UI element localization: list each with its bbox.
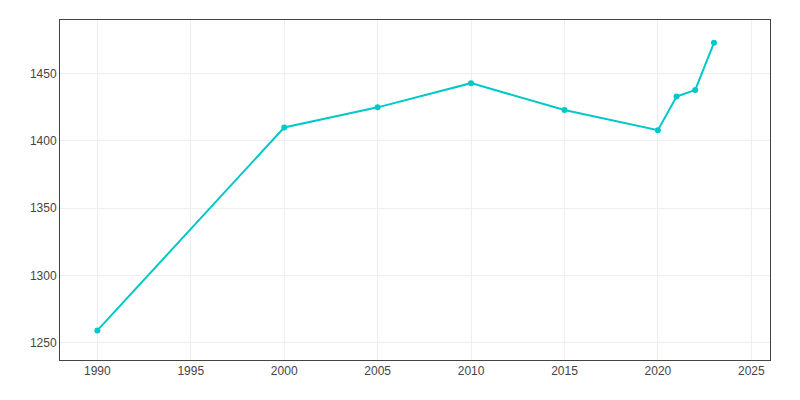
svg-text:1400: 1400: [30, 134, 57, 148]
svg-text:1300: 1300: [30, 269, 57, 283]
svg-text:2000: 2000: [271, 364, 298, 378]
svg-text:1990: 1990: [84, 364, 111, 378]
svg-text:1995: 1995: [177, 364, 204, 378]
svg-text:2020: 2020: [645, 364, 672, 378]
svg-text:2015: 2015: [551, 364, 578, 378]
svg-text:1250: 1250: [30, 336, 57, 350]
svg-text:1450: 1450: [30, 67, 57, 81]
svg-text:2005: 2005: [364, 364, 391, 378]
svg-text:1350: 1350: [30, 201, 57, 215]
svg-text:2025: 2025: [738, 364, 765, 378]
svg-text:2010: 2010: [458, 364, 485, 378]
